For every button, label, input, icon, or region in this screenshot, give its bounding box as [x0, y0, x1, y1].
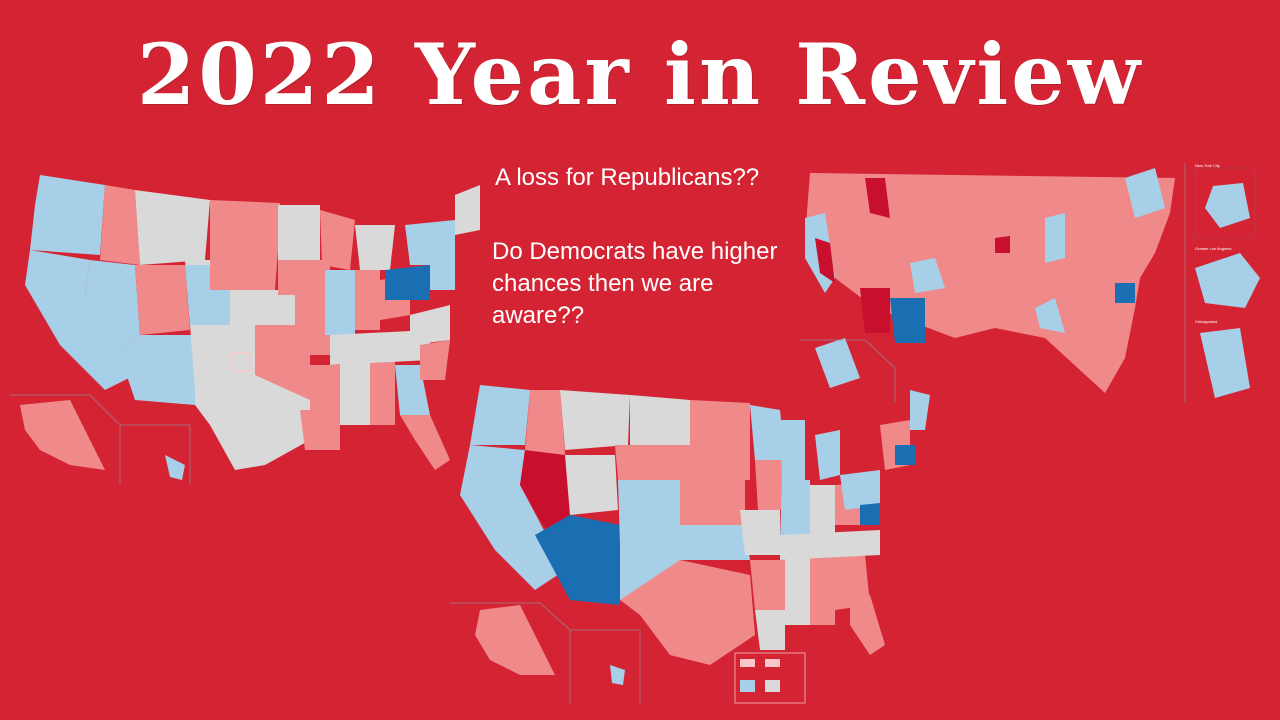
map-region	[890, 298, 925, 343]
map-region	[680, 480, 745, 525]
map-region	[815, 338, 860, 388]
map-region	[20, 400, 105, 470]
map-region	[780, 420, 805, 480]
map-region	[520, 450, 570, 545]
map-region	[195, 375, 310, 470]
map-region	[765, 659, 780, 667]
map-region	[690, 400, 750, 445]
map-region	[630, 395, 690, 445]
map-region	[765, 680, 780, 692]
map-region	[100, 185, 140, 265]
map-region	[210, 200, 280, 250]
map-region	[370, 360, 395, 425]
map-region	[840, 470, 880, 510]
map-region	[385, 265, 430, 300]
map-region	[850, 590, 885, 655]
map-region	[734, 652, 806, 704]
map-region	[860, 503, 880, 525]
map-region	[340, 360, 370, 425]
map-region	[560, 390, 630, 450]
page-title: 2022 Year in Review	[136, 25, 1144, 124]
map-region	[405, 220, 455, 265]
map-region	[278, 260, 330, 295]
map-region	[860, 288, 890, 333]
map-region	[1045, 213, 1065, 263]
state-map-bottom	[450, 385, 930, 705]
map-region	[810, 485, 835, 535]
map-region	[320, 210, 355, 270]
map-region	[1125, 168, 1165, 218]
map-region	[430, 265, 455, 290]
map-region	[85, 260, 140, 355]
inset-label: Chicagoland	[1195, 319, 1217, 324]
map-region	[470, 385, 530, 445]
map-region	[1200, 328, 1250, 398]
map-region	[310, 365, 345, 410]
map-region	[231, 352, 251, 372]
map-region	[805, 173, 1175, 393]
map-region	[620, 560, 755, 665]
map-region	[1035, 298, 1065, 333]
map-region	[355, 270, 380, 330]
map-region	[410, 305, 450, 345]
map-region	[1195, 253, 1260, 308]
map-region	[615, 445, 680, 480]
map-region	[910, 258, 945, 293]
map-region	[680, 525, 750, 560]
map-region	[120, 335, 195, 405]
map-region	[325, 270, 355, 335]
caption-question-1: A loss for Republicans??	[495, 164, 760, 191]
map-region	[30, 175, 105, 255]
map-region	[25, 250, 135, 390]
map-region	[300, 410, 340, 450]
map-region	[475, 605, 555, 675]
map-region	[455, 185, 480, 235]
map-region	[785, 555, 810, 625]
state-map-left	[10, 175, 480, 485]
county-map-right: New York City Greater Los Angeles Chicag…	[800, 163, 1260, 403]
map-region	[740, 659, 755, 667]
inset-label: New York City	[1195, 163, 1220, 168]
map-region	[895, 445, 915, 465]
map-region	[565, 455, 618, 515]
map-region	[165, 455, 185, 480]
map-region	[1115, 283, 1135, 303]
map-region	[780, 530, 880, 560]
caption-question-2: Do Democrats have higher chances then we…	[492, 238, 778, 329]
map-region	[135, 265, 190, 335]
map-region	[210, 250, 278, 290]
map-region	[190, 325, 255, 390]
map-region	[740, 680, 755, 692]
map-region	[810, 555, 835, 625]
map-region	[230, 290, 295, 325]
map-region	[750, 405, 785, 460]
map-region	[355, 225, 395, 270]
inset-label: Greater Los Angeles	[1195, 246, 1231, 251]
map-region	[330, 330, 430, 365]
map-region	[1205, 183, 1250, 228]
map-region	[610, 665, 625, 685]
map-region	[740, 510, 780, 555]
map-region	[750, 560, 785, 610]
map-region	[755, 610, 785, 650]
map-region	[680, 445, 750, 480]
map-region	[618, 480, 680, 545]
map-region	[815, 430, 840, 480]
map-region	[525, 390, 565, 455]
map-region	[815, 238, 835, 283]
map-region	[1194, 167, 1256, 239]
map-region	[400, 415, 450, 470]
map-region	[460, 445, 565, 590]
map-region	[278, 205, 320, 260]
map-region	[910, 390, 930, 430]
map-region	[135, 190, 210, 265]
map-region	[535, 515, 620, 605]
map-region	[420, 340, 450, 380]
map-region	[780, 480, 810, 540]
map-region	[865, 178, 890, 218]
map-region	[995, 236, 1010, 253]
